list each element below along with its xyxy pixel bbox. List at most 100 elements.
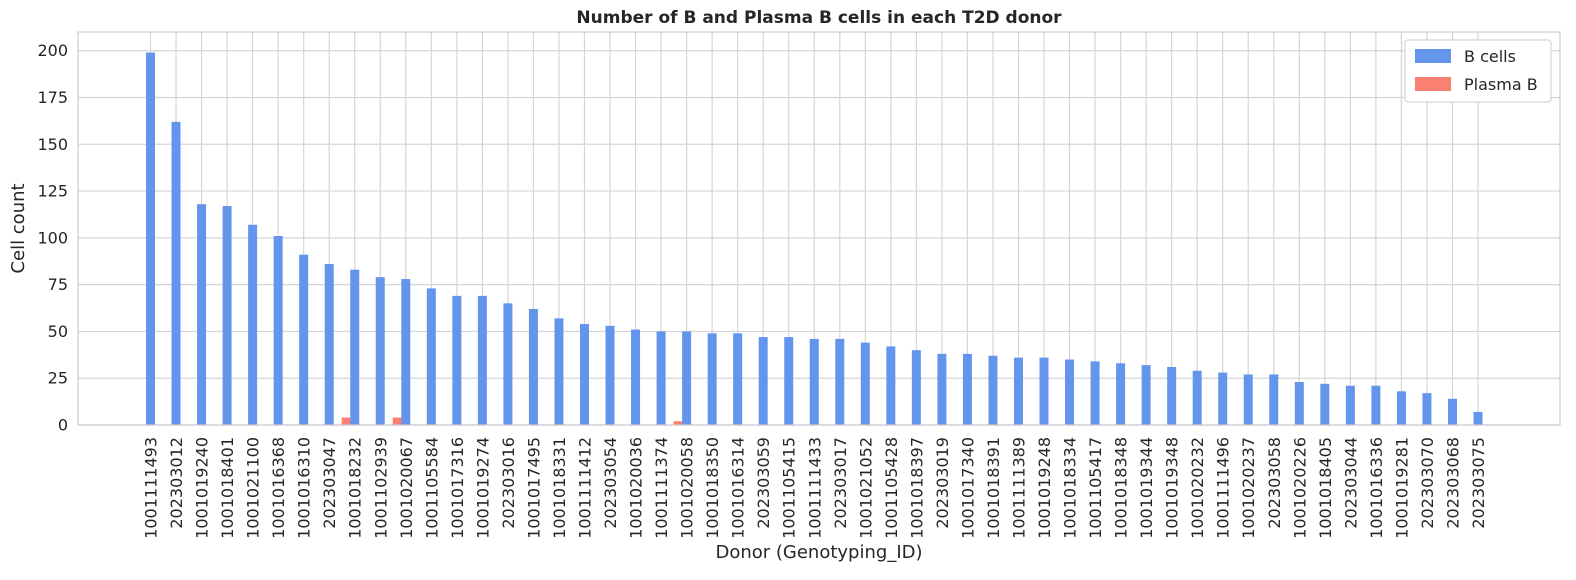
x-tick-label: 1001111412	[575, 437, 594, 539]
bar-b-cells	[835, 338, 845, 425]
bar-b-cells	[1294, 381, 1304, 425]
bar-b-cells	[503, 303, 513, 425]
bar-b-cells	[273, 235, 283, 425]
x-tick-label: 1001105428	[882, 437, 901, 539]
x-tick-label: 1001105584	[422, 437, 441, 539]
y-axis-label: Cell count	[8, 183, 29, 273]
x-tick-label: 1001111493	[142, 437, 161, 539]
bar-b-cells	[248, 224, 258, 425]
bar-b-cells	[299, 254, 309, 425]
x-tick-label: 1001019240	[193, 437, 212, 539]
x-tick-label: 1001021100	[244, 437, 263, 539]
x-tick-label: 202303044	[1341, 437, 1360, 529]
x-tick-label: 1001111374	[652, 437, 671, 539]
bar-b-cells	[1090, 361, 1100, 425]
bar-b-cells	[656, 331, 666, 425]
bar-b-cells	[1422, 393, 1432, 425]
bar-b-cells	[1116, 363, 1126, 425]
bar-b-cells	[146, 52, 155, 425]
x-tick-label: 202303068	[1443, 437, 1462, 529]
x-tick-label: 1001018397	[907, 437, 926, 539]
bar-b-cells	[1396, 391, 1406, 425]
x-tick-label: 202303058	[1265, 437, 1284, 529]
x-tick-label: 1001020067	[397, 437, 416, 539]
y-tick-label: 125	[37, 182, 68, 201]
y-tick-label: 100	[37, 228, 68, 247]
x-tick-label: 1001020237	[1239, 437, 1258, 539]
bar-b-cells	[1039, 357, 1049, 425]
x-tick-label: 1001018391	[984, 437, 1003, 539]
bar-b-cells	[1243, 374, 1253, 425]
y-tick-label: 175	[37, 88, 68, 107]
x-tick-label: 1001019348	[1163, 437, 1182, 539]
bar-b-cells	[988, 355, 998, 425]
bar-b-cells	[1473, 411, 1483, 425]
y-tick-label: 0	[58, 416, 68, 435]
bar-b-cells	[605, 325, 615, 425]
x-tick-label: 1001105415	[780, 437, 799, 539]
x-tick-label: 1001020226	[1290, 437, 1309, 539]
bar-b-cells	[707, 333, 717, 425]
bar-b-cells	[631, 329, 641, 425]
bar-b-cells	[1141, 365, 1151, 425]
bar-b-cells	[350, 269, 360, 425]
x-tick-label: 1001020232	[1188, 437, 1207, 539]
x-tick-label: 1001018331	[550, 437, 569, 539]
bar-b-cells	[1192, 370, 1202, 425]
legend-swatch-b-cells	[1415, 49, 1451, 63]
x-tick-label: 202303075	[1469, 437, 1488, 529]
bar-b-cells	[682, 331, 692, 425]
x-tick-label: 1001019281	[1392, 437, 1411, 539]
plot-frame	[77, 31, 1561, 426]
legend-swatch-plasma-b	[1415, 77, 1451, 91]
bar-b-cells	[1218, 372, 1228, 425]
x-ticks: 1001111493 202303012 1001019240 1001018401 1…	[142, 437, 1489, 539]
bar-b-cells	[1167, 366, 1177, 425]
bar-b-cells	[911, 350, 921, 425]
bar-b-cells	[324, 264, 334, 425]
x-tick-label: 1001017316	[448, 437, 467, 539]
y-tick-label: 75	[48, 275, 68, 294]
bar-b-cells	[197, 204, 207, 425]
bar-b-cells	[784, 337, 794, 425]
x-tick-label: 1001016368	[269, 437, 288, 539]
bar-b-cells	[1371, 385, 1381, 425]
x-tick-label: 202303059	[754, 437, 773, 529]
bar-b-cells	[1345, 385, 1355, 425]
x-tick-label: 1001019274	[473, 437, 492, 539]
x-tick-label: 1001016314	[729, 437, 748, 539]
legend: B cells Plasma B	[1404, 39, 1552, 103]
x-tick-label: 1001019248	[1035, 437, 1054, 539]
chart-title: Number of B and Plasma B cells in each T…	[576, 8, 1062, 28]
bar-b-cells	[1269, 374, 1279, 425]
x-tick-label: 1001018334	[1061, 437, 1080, 539]
bar-b-cells	[733, 333, 743, 425]
x-tick-label: 202303012	[167, 437, 186, 529]
x-tick-label: 1001019344	[1137, 437, 1156, 539]
bar-b-cells	[937, 353, 947, 425]
x-tick-label: 1001020058	[678, 437, 697, 539]
x-tick-label: 202303054	[601, 437, 620, 529]
x-tick-label: 202303017	[831, 437, 850, 529]
x-tick-label: 1001111433	[805, 437, 824, 539]
x-tick-label: 202303016	[499, 437, 518, 529]
bar-b-cells	[809, 338, 819, 425]
bar-plasma-b	[392, 417, 402, 425]
x-tick-label: 1001016336	[1367, 437, 1386, 539]
y-ticks: 0 25 50 75 100 125 150 175 200	[37, 41, 68, 434]
x-tick-label: 1001018405	[1316, 437, 1335, 539]
x-tick-label: 1001111389	[1009, 437, 1028, 539]
legend-label-b-cells: B cells	[1464, 47, 1516, 66]
bar-b-cells	[1065, 359, 1075, 425]
x-tick-label: 1001018348	[1112, 437, 1131, 539]
x-tick-label: 1001018401	[218, 437, 237, 539]
y-tick-label: 25	[48, 369, 68, 388]
x-tick-label: 1001102939	[371, 437, 390, 539]
x-tick-label: 1001021052	[856, 437, 875, 539]
x-tick-label: 1001018232	[346, 437, 365, 539]
bar-b-cells	[477, 295, 487, 425]
x-tick-label: 1001017340	[958, 437, 977, 539]
y-tick-label: 200	[37, 41, 68, 60]
